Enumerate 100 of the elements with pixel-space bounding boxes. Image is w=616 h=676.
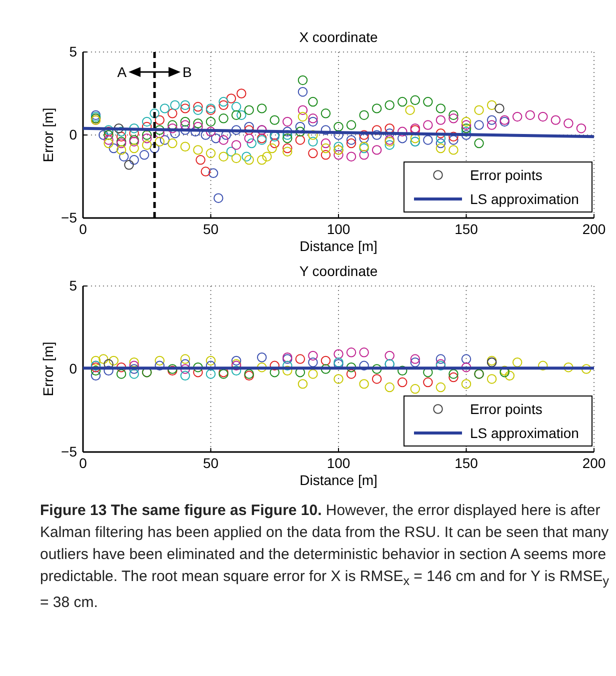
point xyxy=(270,360,280,371)
point xyxy=(448,114,458,124)
point xyxy=(218,152,228,162)
point xyxy=(200,166,211,176)
point xyxy=(564,362,574,372)
point xyxy=(436,128,446,138)
point xyxy=(359,360,369,371)
point xyxy=(231,356,242,366)
point xyxy=(346,362,356,372)
point xyxy=(218,96,228,107)
point xyxy=(512,112,522,122)
legend-label: LS approximation xyxy=(470,425,579,441)
point xyxy=(236,88,246,98)
point xyxy=(308,96,318,107)
point xyxy=(208,168,218,178)
point xyxy=(320,356,331,366)
point xyxy=(150,108,160,118)
point xyxy=(346,369,356,379)
point xyxy=(226,94,236,104)
point xyxy=(116,145,126,155)
point xyxy=(436,115,446,125)
x-tick-label: 150 xyxy=(454,220,478,237)
point xyxy=(154,125,165,135)
point xyxy=(298,112,308,122)
point xyxy=(298,75,308,86)
point xyxy=(461,354,472,364)
point xyxy=(346,348,356,358)
point xyxy=(423,120,433,130)
point xyxy=(244,133,254,144)
y-axis-title: Error [m] xyxy=(40,108,56,162)
point xyxy=(282,133,292,144)
point xyxy=(308,350,318,361)
point xyxy=(218,114,228,124)
point xyxy=(231,110,242,120)
point xyxy=(372,374,382,384)
point xyxy=(154,115,165,125)
point xyxy=(538,112,548,122)
point xyxy=(129,369,139,379)
point xyxy=(244,105,254,115)
point xyxy=(550,115,561,125)
point xyxy=(308,116,318,127)
x-tick-label: 200 xyxy=(582,454,606,471)
point xyxy=(436,143,446,154)
point xyxy=(262,152,272,162)
point xyxy=(270,115,280,125)
point xyxy=(410,358,420,368)
point xyxy=(116,369,126,379)
point xyxy=(576,124,586,134)
point xyxy=(142,116,152,127)
point xyxy=(295,122,306,132)
point xyxy=(206,126,216,137)
x-axis-title: Distance [m] xyxy=(300,238,378,254)
point xyxy=(90,370,101,380)
point xyxy=(461,124,472,134)
point xyxy=(486,115,497,125)
point xyxy=(170,100,180,110)
point xyxy=(538,360,548,371)
point xyxy=(308,148,318,158)
y-tick-label: 5 xyxy=(69,43,78,60)
point xyxy=(346,152,356,162)
point xyxy=(160,104,170,114)
annotation: B xyxy=(182,64,192,80)
point xyxy=(448,132,458,142)
point xyxy=(180,142,190,152)
point xyxy=(282,360,292,371)
point xyxy=(410,95,420,105)
point xyxy=(154,136,165,146)
point xyxy=(334,150,344,160)
point xyxy=(108,143,119,154)
point xyxy=(372,145,382,155)
point xyxy=(486,374,497,384)
point xyxy=(298,86,308,97)
point xyxy=(410,354,420,364)
point xyxy=(436,138,446,148)
point xyxy=(119,152,129,162)
point xyxy=(359,150,369,160)
point xyxy=(448,110,458,120)
point xyxy=(423,96,433,107)
chart-title: Y coordinate xyxy=(299,263,378,279)
y-tick-label: 5 xyxy=(69,277,78,294)
point xyxy=(108,356,119,366)
annotation: A xyxy=(117,64,128,80)
point xyxy=(282,366,292,376)
point xyxy=(398,377,408,388)
point xyxy=(129,364,139,374)
point xyxy=(410,384,420,394)
point xyxy=(270,138,280,148)
point xyxy=(448,145,458,155)
point xyxy=(423,135,433,145)
y-tick-label: −5 xyxy=(61,209,78,226)
point xyxy=(320,143,331,154)
legend-label: LS approximation xyxy=(470,191,579,207)
point xyxy=(129,124,139,134)
point xyxy=(359,110,369,120)
point xyxy=(295,126,306,137)
point xyxy=(129,360,139,371)
point xyxy=(486,100,497,110)
point xyxy=(320,125,331,135)
point xyxy=(244,155,254,165)
point xyxy=(384,382,394,392)
